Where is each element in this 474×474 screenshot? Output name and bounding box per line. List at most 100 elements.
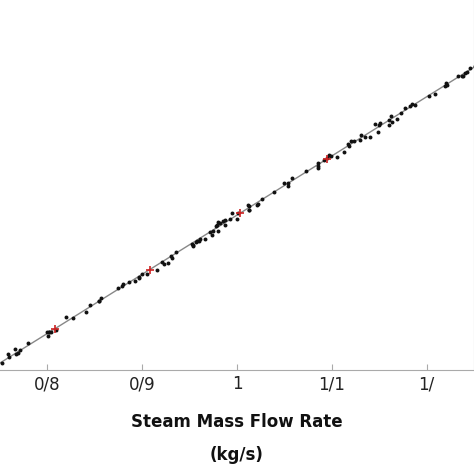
Point xyxy=(385,121,393,128)
Point xyxy=(314,164,321,172)
Point xyxy=(233,215,241,223)
Point xyxy=(25,339,32,346)
Point xyxy=(385,116,392,124)
Point xyxy=(253,201,261,209)
Point xyxy=(302,167,310,174)
Point xyxy=(219,217,227,225)
Point xyxy=(45,332,52,340)
Point xyxy=(350,138,357,146)
Point xyxy=(234,210,241,217)
Point xyxy=(45,328,53,336)
Point xyxy=(443,81,450,89)
Point xyxy=(387,113,395,120)
Point xyxy=(245,206,253,213)
Point xyxy=(347,137,355,145)
Point xyxy=(315,162,322,169)
Text: Steam Mass Flow Rate: Steam Mass Flow Rate xyxy=(131,413,343,431)
Point xyxy=(366,134,374,141)
Point xyxy=(389,118,396,126)
Point xyxy=(4,350,12,358)
Point xyxy=(314,159,322,166)
Point xyxy=(167,252,174,259)
Point xyxy=(164,259,172,267)
Point xyxy=(393,115,401,123)
Point xyxy=(168,254,175,262)
Point xyxy=(16,346,24,354)
Point xyxy=(327,153,335,160)
Point xyxy=(115,284,122,292)
Point xyxy=(340,148,348,155)
Point xyxy=(398,109,405,117)
Point xyxy=(6,353,13,360)
Point xyxy=(323,155,330,162)
Point xyxy=(46,328,53,336)
Point xyxy=(288,174,296,182)
Point xyxy=(441,82,449,90)
Point xyxy=(320,156,328,164)
Point xyxy=(70,314,77,322)
Point xyxy=(431,91,439,98)
Point xyxy=(172,248,180,255)
Point xyxy=(246,206,253,214)
Point xyxy=(356,137,364,144)
Point xyxy=(461,69,469,77)
Point xyxy=(119,280,127,288)
Point xyxy=(411,101,419,109)
Point xyxy=(53,326,60,333)
Point xyxy=(160,261,168,268)
Point xyxy=(284,182,292,190)
Point xyxy=(196,237,203,245)
Point xyxy=(214,219,222,226)
Point xyxy=(245,202,253,210)
Point xyxy=(346,142,353,149)
Point xyxy=(357,131,365,139)
Point xyxy=(458,73,465,80)
Point xyxy=(228,209,236,217)
Point xyxy=(138,270,146,278)
Point xyxy=(189,240,196,248)
Point xyxy=(361,134,369,141)
Point xyxy=(131,277,138,284)
Point xyxy=(371,120,378,128)
Point xyxy=(285,180,292,187)
Point xyxy=(408,100,416,108)
Point xyxy=(47,328,55,336)
Point xyxy=(153,266,161,274)
Point xyxy=(95,297,103,305)
Point xyxy=(281,179,288,187)
Point xyxy=(466,64,474,72)
Point xyxy=(426,92,433,100)
Point xyxy=(118,282,126,290)
Point xyxy=(222,221,229,228)
Point xyxy=(375,121,383,128)
Point xyxy=(125,278,132,286)
Point xyxy=(212,222,220,230)
Point xyxy=(255,201,262,208)
Point xyxy=(345,140,352,147)
Point xyxy=(258,195,265,203)
Point xyxy=(406,102,414,110)
Point xyxy=(192,238,200,246)
Point xyxy=(158,258,165,265)
Point xyxy=(374,128,382,136)
Point xyxy=(334,154,341,161)
Point xyxy=(193,237,201,245)
Point xyxy=(190,242,197,249)
Point xyxy=(213,221,220,228)
Point xyxy=(454,73,462,80)
Point xyxy=(207,228,214,236)
Point xyxy=(135,273,143,281)
Point xyxy=(11,346,18,353)
Text: (kg/s): (kg/s) xyxy=(210,446,264,464)
Point xyxy=(376,119,384,127)
Point xyxy=(245,201,252,209)
Point xyxy=(86,301,94,309)
Point xyxy=(14,349,22,356)
Point xyxy=(325,151,333,158)
Point xyxy=(471,62,474,70)
Point xyxy=(136,274,143,282)
Point xyxy=(209,231,216,239)
Point xyxy=(401,104,409,112)
Point xyxy=(196,235,204,243)
Point xyxy=(62,313,70,321)
